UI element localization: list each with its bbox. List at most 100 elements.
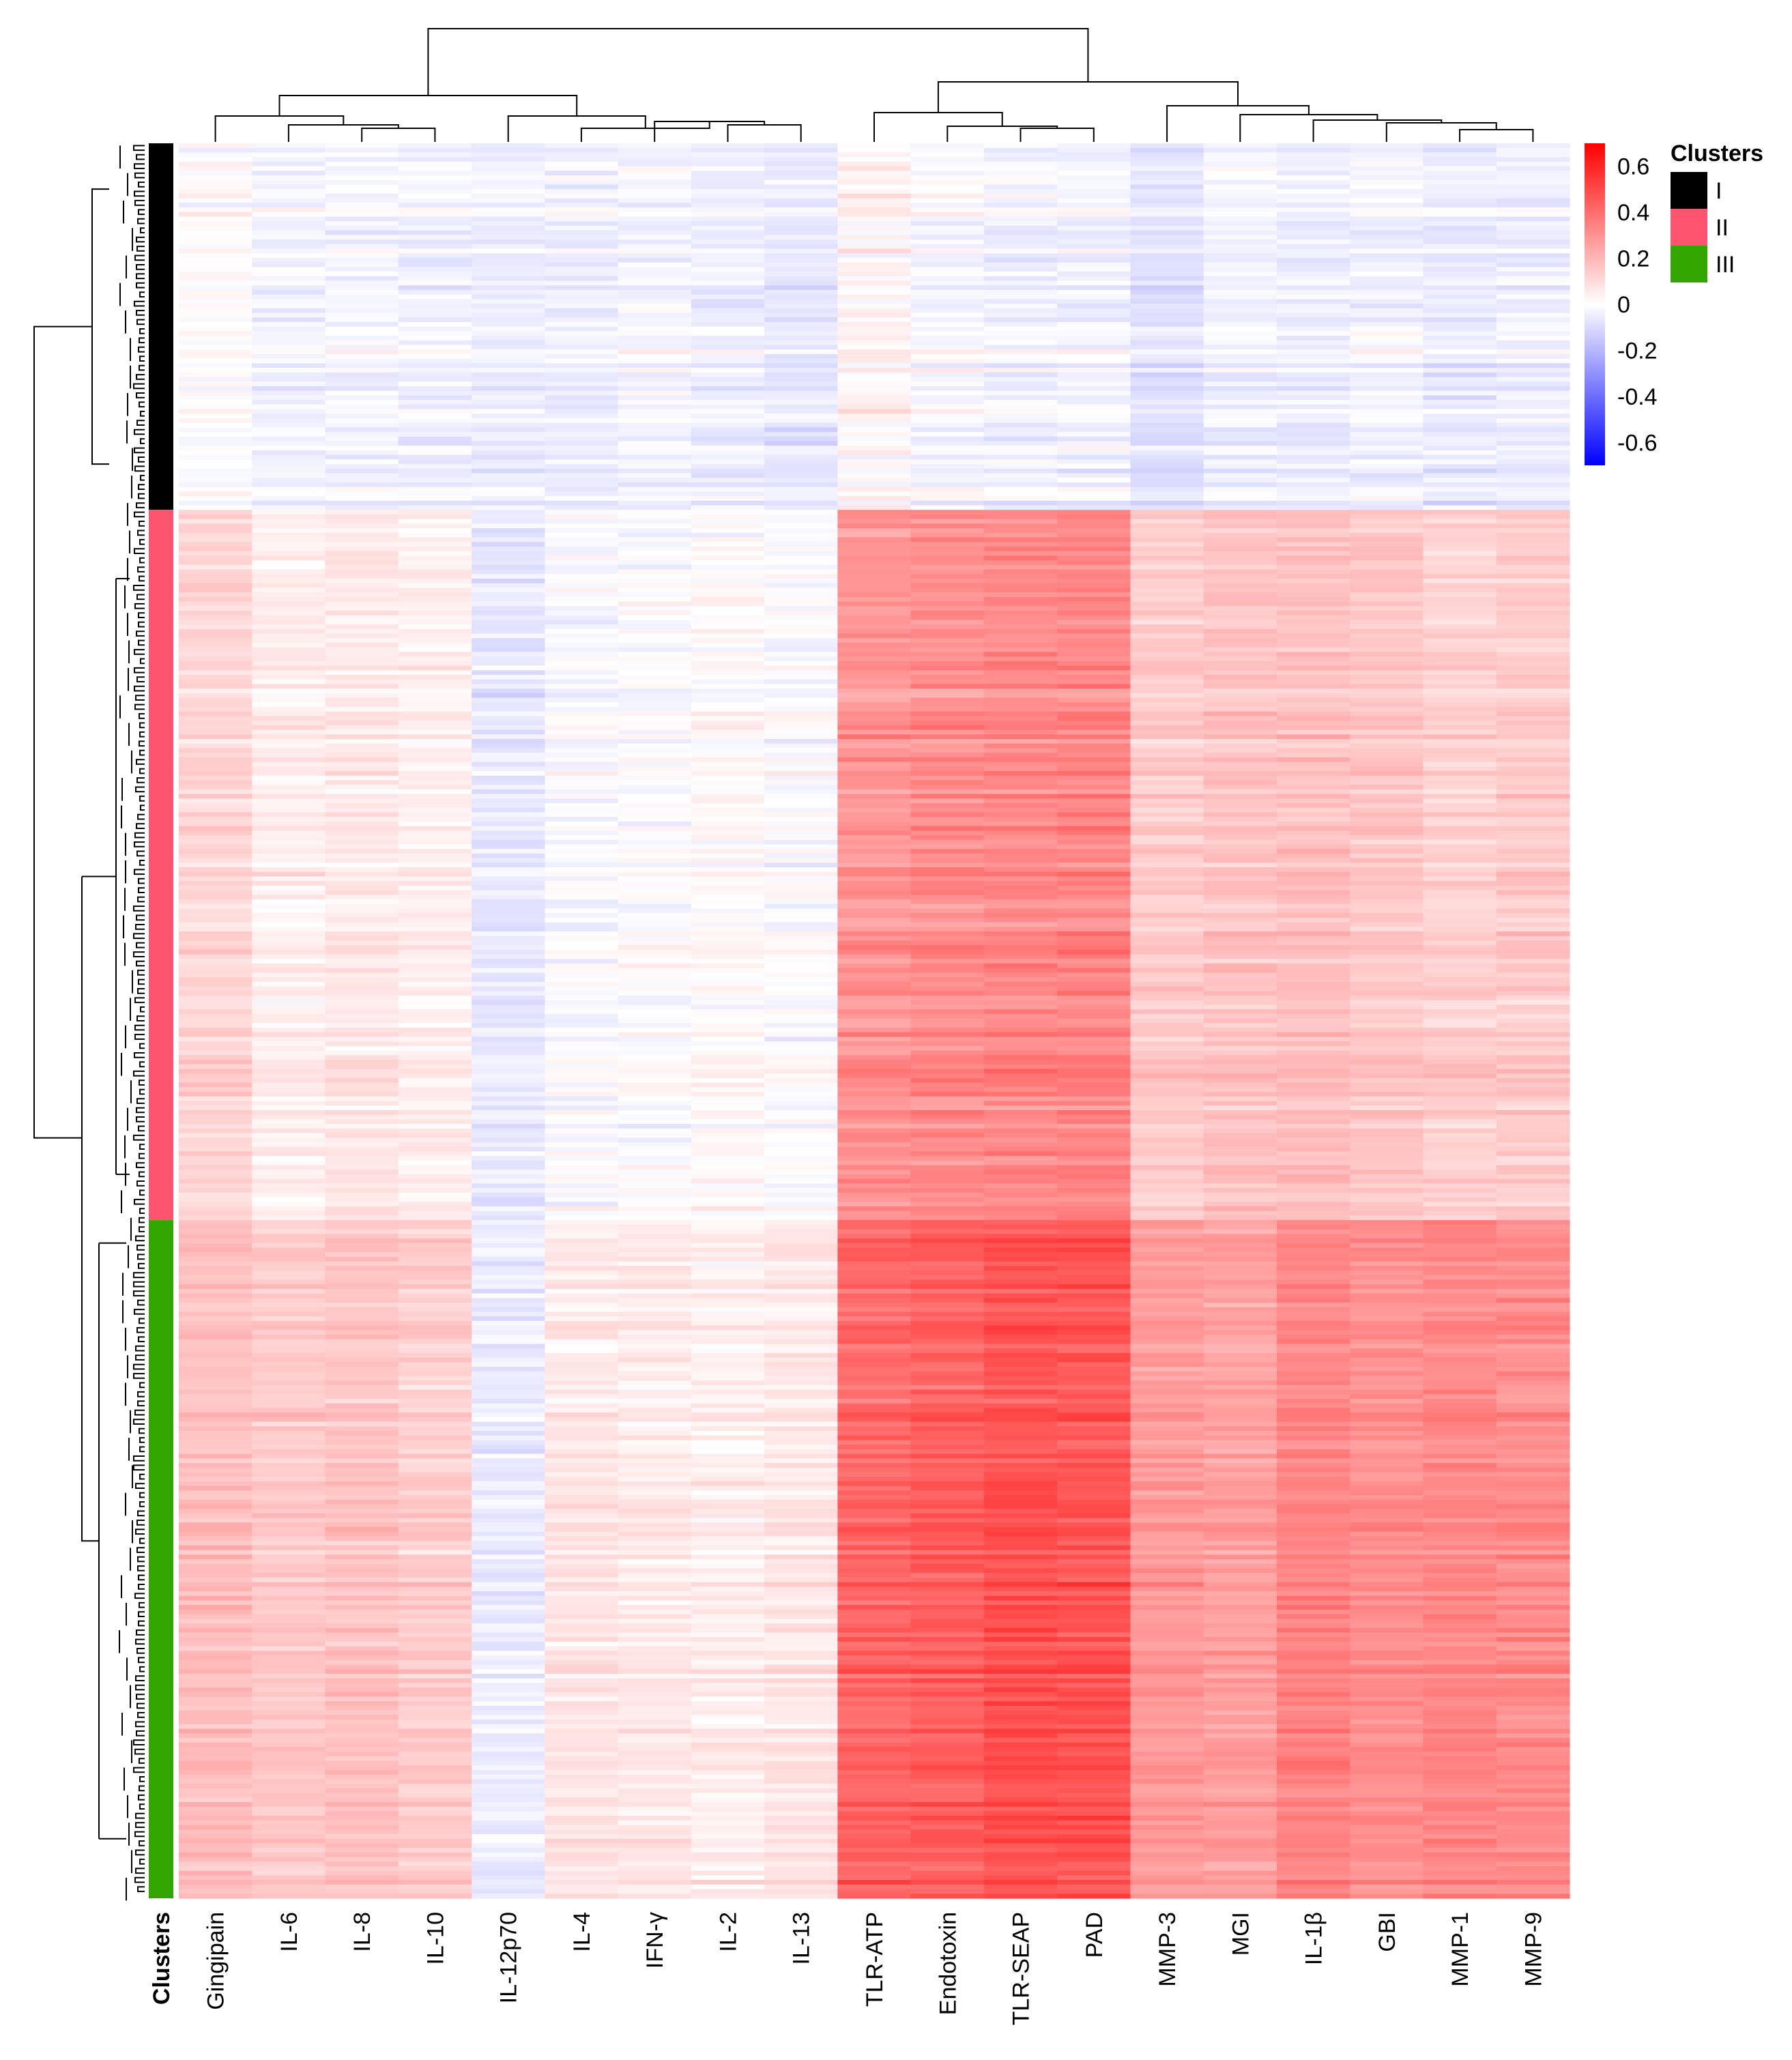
heatmap-cell — [545, 514, 619, 520]
heatmap-cell — [764, 143, 838, 149]
heatmap-cell — [325, 753, 399, 758]
heatmap-cell — [1276, 876, 1350, 882]
heatmap-cell — [398, 798, 472, 804]
heatmap-cell — [1203, 739, 1277, 744]
heatmap-cell — [398, 257, 472, 263]
heatmap-cell — [1350, 620, 1424, 625]
heatmap-cell — [472, 1023, 545, 1028]
heatmap-cell — [1130, 459, 1204, 465]
heatmap-cell — [325, 276, 399, 282]
heatmap-cell — [472, 459, 545, 465]
heatmap-cell — [252, 931, 326, 937]
heatmap-cell — [472, 1183, 545, 1189]
heatmap-cell — [1130, 519, 1204, 524]
heatmap-cell — [252, 1060, 326, 1065]
heatmap-cell — [472, 551, 545, 556]
heatmap-cell — [618, 253, 692, 259]
heatmap-cell — [1423, 620, 1497, 625]
heatmap-cell — [545, 903, 619, 910]
heatmap-cell — [545, 1055, 619, 1060]
heatmap-cell — [179, 922, 252, 927]
heatmap-cell — [983, 1064, 1058, 1070]
heatmap-cell — [1130, 1284, 1204, 1290]
heatmap-cell — [179, 1060, 252, 1065]
heatmap-cell — [1276, 895, 1350, 900]
heatmap-cell — [1057, 895, 1131, 900]
heatmap-cell — [252, 1284, 326, 1290]
heatmap-cell — [252, 340, 326, 346]
heatmap-cell — [1423, 414, 1497, 419]
heatmap-cell — [837, 1101, 912, 1106]
heatmap-cell — [1203, 1133, 1277, 1138]
heatmap-cell — [1276, 240, 1350, 245]
heatmap-cell — [1423, 1142, 1497, 1148]
heatmap-cell — [910, 1174, 985, 1180]
heatmap-cell — [398, 532, 472, 538]
heatmap-cell — [1423, 665, 1497, 671]
heatmap-cell — [1496, 409, 1570, 414]
heatmap-cell — [252, 532, 326, 538]
heatmap-cell — [1203, 1192, 1277, 1198]
heatmap-cell — [910, 1229, 985, 1234]
heatmap-cell — [252, 1325, 326, 1331]
heatmap-cell — [545, 610, 619, 616]
heatmap-cell — [1496, 189, 1570, 194]
heatmap-cell — [325, 661, 399, 667]
heatmap-cell — [910, 821, 985, 827]
heatmap-cell — [325, 1082, 399, 1088]
heatmap-cell — [545, 1279, 619, 1285]
heatmap-cell — [1350, 216, 1424, 222]
heatmap-cell — [837, 972, 912, 978]
heatmap-cell — [1276, 931, 1350, 937]
heatmap-cell — [545, 1082, 619, 1088]
heatmap-cell — [764, 665, 838, 671]
heatmap-cell — [398, 272, 472, 277]
heatmap-cell — [252, 1330, 326, 1335]
heatmap-cell — [545, 1018, 619, 1024]
heatmap-cell — [1496, 1146, 1570, 1152]
heatmap-cell — [1057, 143, 1131, 149]
heatmap-cell — [837, 899, 912, 905]
heatmap-cell — [179, 1335, 252, 1340]
heatmap-cell — [545, 372, 619, 378]
heatmap-cell — [1203, 1188, 1277, 1193]
heatmap-cell — [545, 1028, 619, 1033]
heatmap-cell — [1130, 606, 1204, 611]
heatmap-cell — [545, 143, 619, 149]
heatmap-cell — [472, 945, 545, 951]
heatmap-cell — [1350, 317, 1424, 323]
heatmap-cell — [179, 1082, 252, 1088]
heatmap-cell — [1130, 647, 1204, 653]
heatmap-cell — [1057, 1060, 1131, 1065]
heatmap-cell — [1423, 326, 1497, 332]
heatmap-cell — [1057, 642, 1131, 648]
heatmap-cell — [1203, 519, 1277, 524]
heatmap-cell — [545, 161, 619, 167]
heatmap-cell — [983, 1266, 1058, 1271]
heatmap-cell — [764, 294, 838, 300]
heatmap-cell — [1276, 1206, 1350, 1212]
heatmap-cell — [472, 789, 545, 795]
heatmap-cell — [764, 1146, 838, 1152]
heatmap-cell — [1276, 963, 1350, 969]
heatmap-cell — [545, 225, 619, 231]
heatmap-cell — [983, 1202, 1058, 1207]
heatmap-cell — [398, 996, 472, 1001]
heatmap-cell — [837, 628, 912, 635]
heatmap-cell — [325, 152, 399, 158]
heatmap-cell — [545, 1238, 619, 1244]
heatmap-cell — [398, 496, 472, 502]
heatmap-cell — [252, 679, 326, 685]
heatmap-cell — [398, 340, 472, 346]
heatmap-cell — [1350, 1170, 1424, 1175]
heatmap-cell — [1350, 1224, 1424, 1230]
heatmap-cell — [1057, 986, 1131, 991]
heatmap-cell — [1496, 1101, 1570, 1106]
heatmap-cell — [1423, 748, 1497, 753]
heatmap-cell — [545, 1119, 619, 1125]
heatmap-cell — [837, 464, 912, 469]
heatmap-cell — [691, 414, 765, 419]
heatmap-cell — [179, 1275, 252, 1281]
heatmap-cell — [691, 1238, 765, 1244]
heatmap-cell — [1203, 1270, 1277, 1276]
